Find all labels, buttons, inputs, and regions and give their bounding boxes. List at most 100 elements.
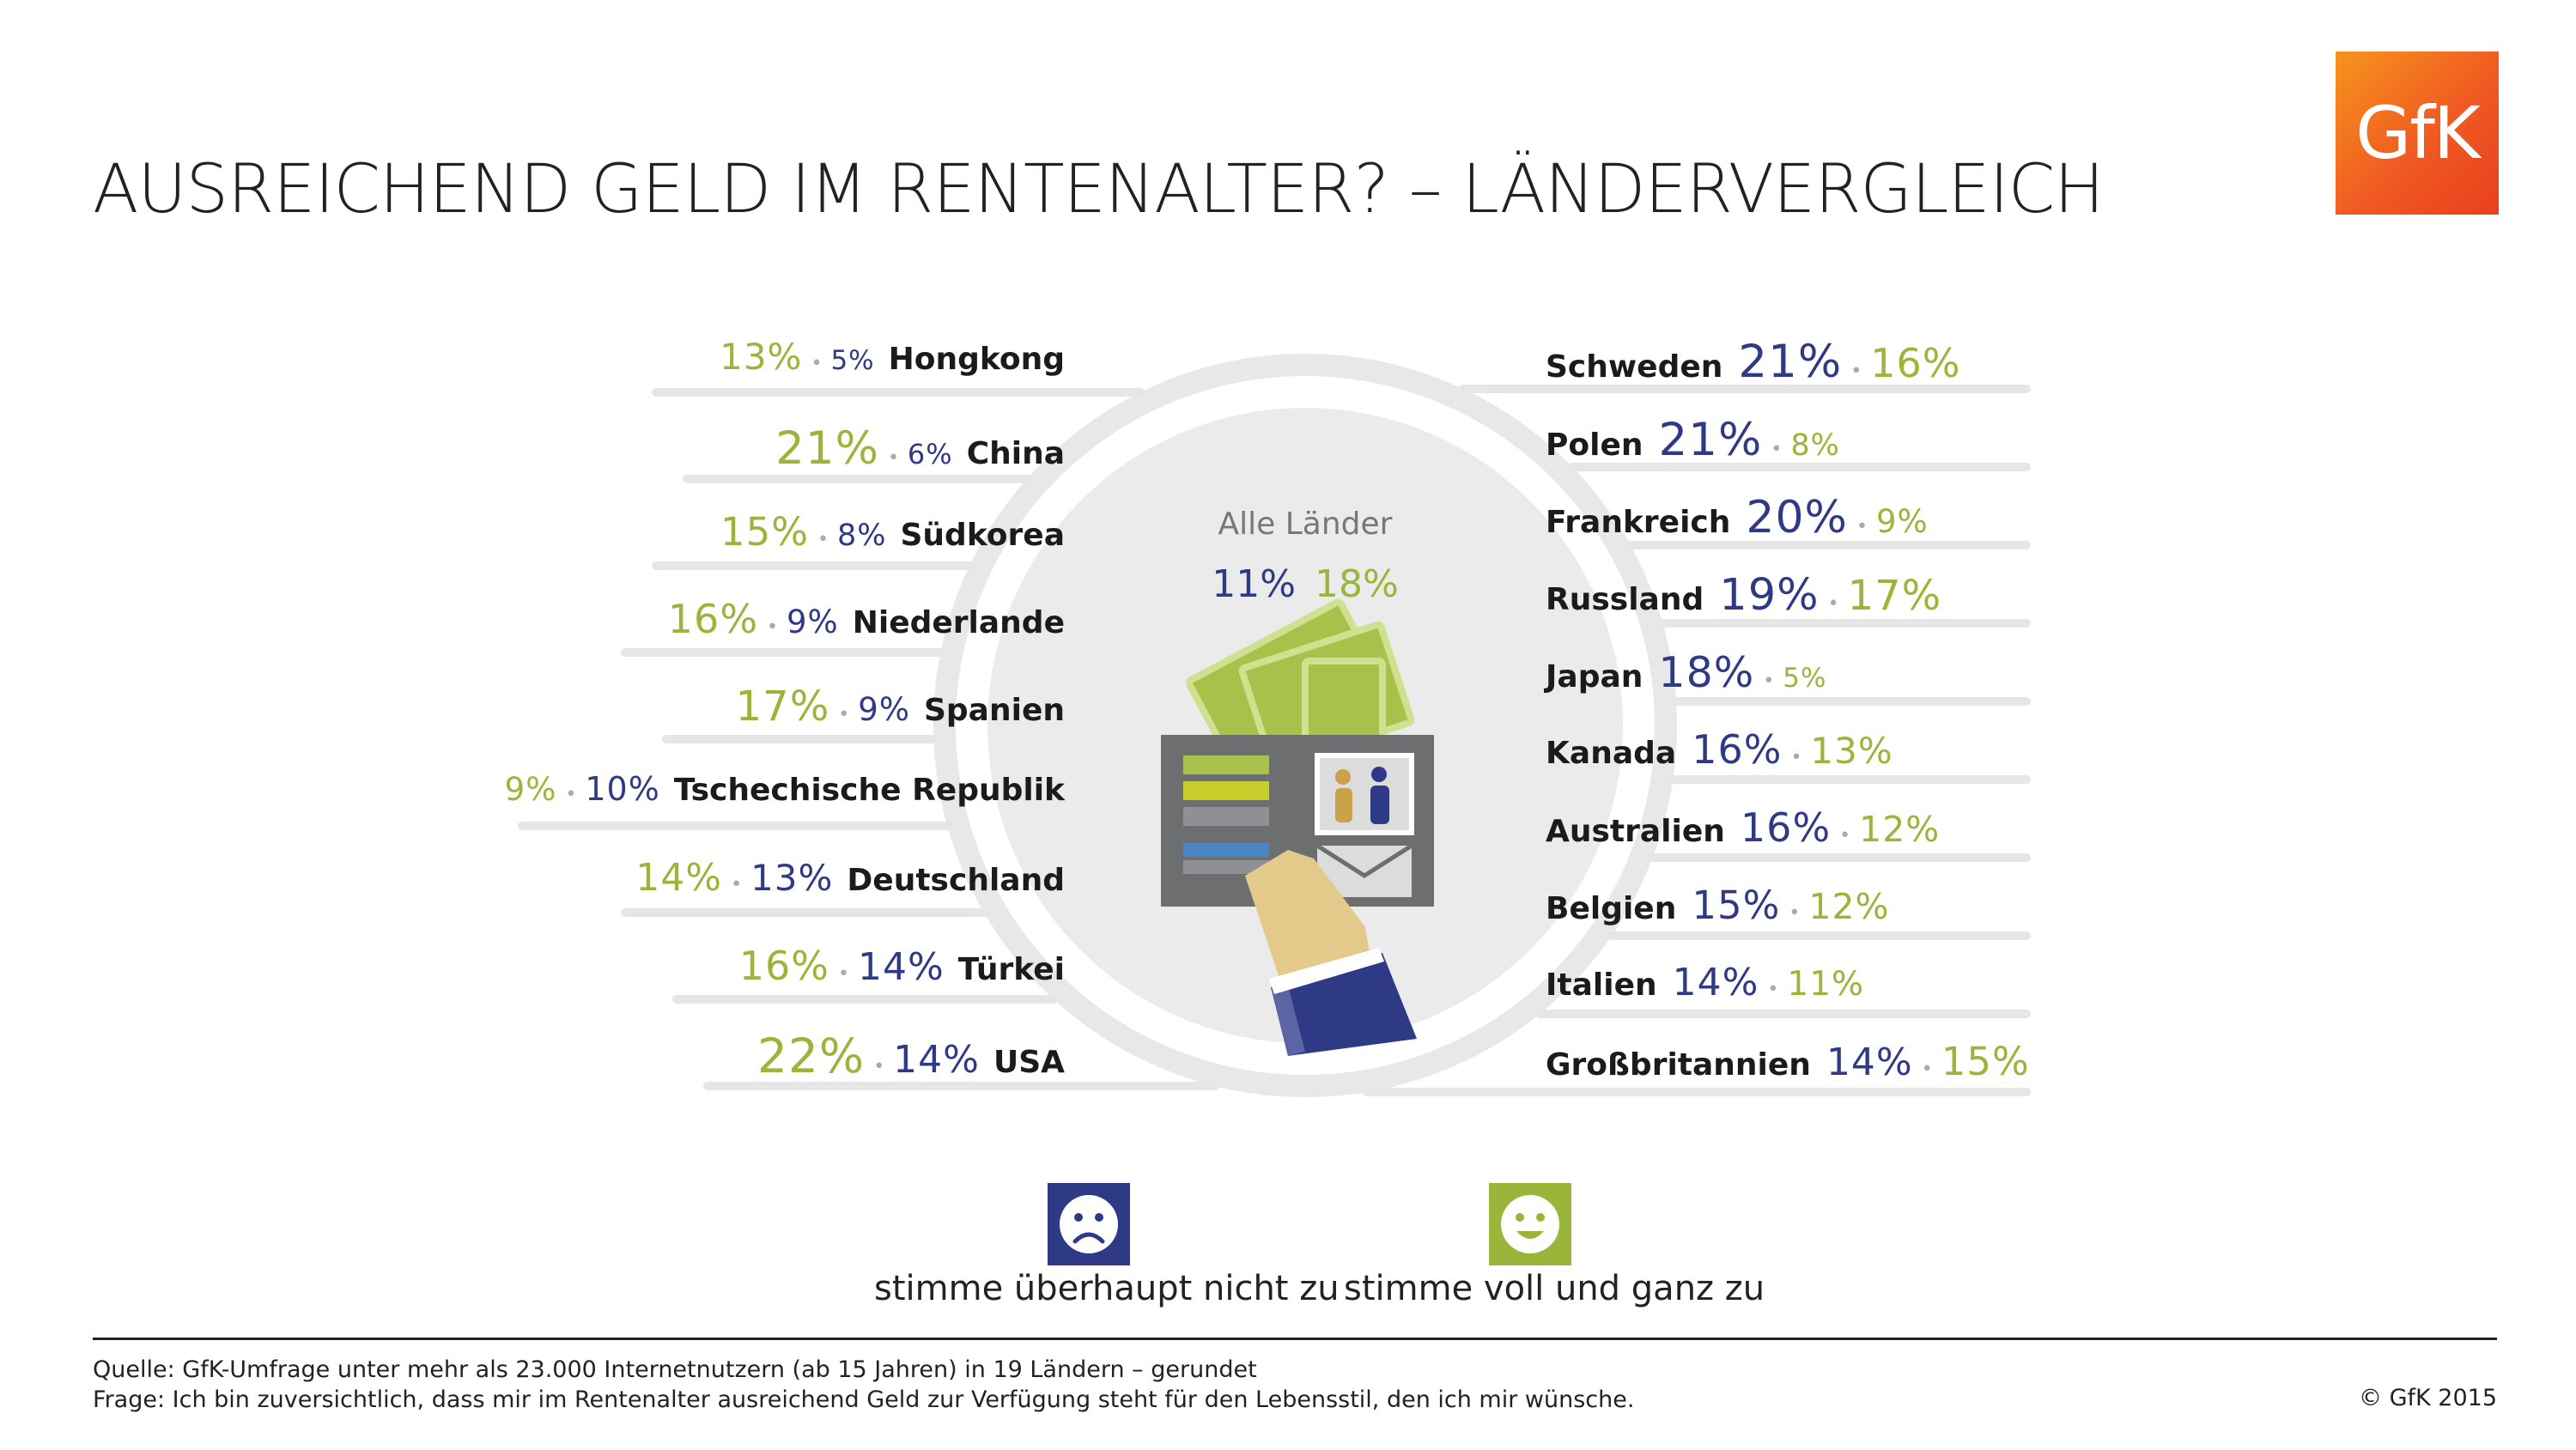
agree-value: 17% <box>1847 572 1942 620</box>
separator-dot: • <box>767 616 779 638</box>
country-label: Großbritannien <box>1546 1047 1811 1083</box>
disagree-value: 15% <box>1692 883 1781 928</box>
country-row-belgien: Belgien 15% • 12% <box>1546 886 1890 925</box>
country-label: Australien <box>1546 814 1725 849</box>
disagree-value: 20% <box>1746 492 1848 543</box>
agree-value: 15% <box>1941 1039 2030 1084</box>
agree-value: 16% <box>1870 340 1961 386</box>
country-row-schweden: Schweden 21% • 16% <box>1546 339 1960 385</box>
country-label: Kanada <box>1546 736 1677 771</box>
separator-dot: • <box>1921 1059 1933 1080</box>
country-row-grossbritannien: Großbritannien 14% • 15% <box>1546 1042 2030 1082</box>
agree-value: 9% <box>504 771 557 808</box>
disagree-value: 5% <box>830 345 875 376</box>
separator-dot: • <box>1856 516 1868 537</box>
agree-value: 11% <box>1787 965 1865 1004</box>
money-icon <box>1185 598 1415 775</box>
legend-disagree-label: stimme überhaupt nicht zu <box>874 1269 1340 1308</box>
gfk-logo: GfK <box>2336 52 2499 215</box>
country-label: Hongkong <box>888 342 1065 377</box>
disagree-value: 9% <box>858 691 910 728</box>
country-row-turkei: 16% • 14% Türkei <box>739 946 1065 986</box>
separator-dot: • <box>1839 825 1851 846</box>
disagree-value: 9% <box>787 604 839 640</box>
disagree-value: 14% <box>1826 1040 1913 1084</box>
separator-dot: • <box>1827 593 1839 615</box>
agree-value: 9% <box>1875 503 1929 540</box>
country-row-japan: Japan 18% • 5% <box>1546 652 1826 694</box>
agree-value: 13% <box>1810 730 1893 772</box>
separator-dot: • <box>1767 979 1779 1000</box>
separator-dot: • <box>837 963 849 985</box>
disagree-value: 21% <box>1658 414 1763 466</box>
country-row-sudkorea: 15% • 8% Südkorea <box>720 513 1065 551</box>
chart-title: AUSREICHEND GELD IM RENTENALTER? – LÄNDE… <box>93 151 2105 228</box>
agree-value: 17% <box>735 683 830 731</box>
separator-dot: • <box>1789 902 1801 924</box>
country-label: USA <box>993 1045 1065 1080</box>
separator-dot: • <box>1763 670 1775 692</box>
overall-values: 11% 18% <box>1185 562 1425 606</box>
country-label: Deutschland <box>847 863 1065 898</box>
country-row-polen: Polen 21% • 8% <box>1546 417 1840 463</box>
country-label: China <box>966 436 1065 471</box>
country-row-deutschland: 14% • 13% Deutschland <box>635 859 1065 897</box>
country-label: Spanien <box>923 693 1065 728</box>
disagree-value: 13% <box>750 857 834 899</box>
footer-copyright: © GfK 2015 <box>2358 1385 2497 1411</box>
separator-dot: • <box>731 874 743 895</box>
disagree-value: 21% <box>1738 336 1843 388</box>
agree-value: 14% <box>635 856 723 900</box>
country-label: Italien <box>1546 968 1657 1003</box>
country-row-kanada: Kanada 16% • 13% <box>1546 730 1893 769</box>
country-row-australien: Australien 16% • 12% <box>1546 808 1940 847</box>
separator-dot: • <box>817 529 829 550</box>
overall-disagree: 11% <box>1212 562 1296 606</box>
footer-question: Frage: Ich bin zuversichtlich, dass mir … <box>93 1386 1635 1413</box>
country-row-russland: Russland 19% • 17% <box>1546 573 1941 617</box>
separator-dot: • <box>873 1056 885 1077</box>
agree-value: 21% <box>775 422 879 475</box>
country-row-china: 21% • 6% China <box>775 426 1065 471</box>
separator-dot: • <box>887 447 899 469</box>
country-label: Südkorea <box>900 518 1066 553</box>
country-row-usa: 22% • 14% USA <box>757 1033 1065 1080</box>
separator-dot: • <box>565 784 577 805</box>
country-label: Schweden <box>1546 349 1723 385</box>
agree-value: 12% <box>1808 886 1890 927</box>
disagree-value: 8% <box>836 519 887 553</box>
legend-agree-label: stimme voll und ganz zu <box>1344 1269 1765 1308</box>
separator-dot: • <box>1771 439 1783 460</box>
country-label: Japan <box>1546 659 1643 695</box>
agree-value: 22% <box>756 1028 866 1083</box>
country-row-hongkong: 13% • 5% Hongkong <box>720 339 1065 375</box>
agree-value: 16% <box>667 596 759 642</box>
country-label: Niederlande <box>852 605 1065 640</box>
country-label: Frankreich <box>1546 505 1731 540</box>
footer-source: Quelle: GfK-Umfrage unter mehr als 23.00… <box>93 1356 1257 1383</box>
disagree-value: 10% <box>585 770 660 808</box>
country-row-tschechische-republik: 9% • 10% Tschechische Republik <box>505 773 1065 806</box>
outer-ring <box>933 354 1677 1097</box>
agree-value: 5% <box>1783 663 1827 694</box>
footer-divider <box>93 1338 2497 1340</box>
agree-value: 13% <box>720 336 803 378</box>
separator-dot: • <box>1850 361 1862 382</box>
country-label: Russland <box>1546 582 1704 617</box>
sad-face-icon <box>1048 1183 1130 1265</box>
agree-value: 12% <box>1859 809 1941 850</box>
happy-face-icon <box>1489 1183 1571 1265</box>
agree-value: 16% <box>738 943 829 989</box>
hand-icon <box>1245 850 1417 1056</box>
disagree-value: 16% <box>1692 726 1783 773</box>
disagree-value: 14% <box>1672 961 1759 1004</box>
country-label: Belgien <box>1546 891 1677 926</box>
connector-lines <box>518 385 2031 1096</box>
separator-dot: • <box>811 353 823 374</box>
country-label: Polen <box>1546 428 1643 463</box>
country-row-frankreich: Frankreich 20% • 9% <box>1546 495 1929 540</box>
overall-agree: 18% <box>1315 562 1399 606</box>
agree-value: 15% <box>720 509 809 555</box>
country-row-italien: Italien 14% • 11% <box>1546 964 1864 1002</box>
